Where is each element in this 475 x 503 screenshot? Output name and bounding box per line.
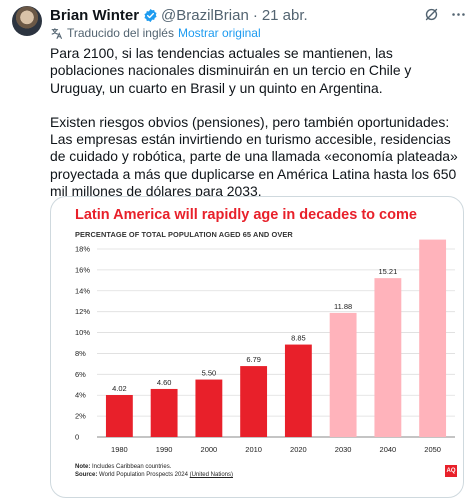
tweet-time[interactable]: 21 abr. [261, 6, 308, 24]
tweet-text: Para 2100, si las tendencias actuales se… [50, 45, 464, 200]
data-label: 6.79 [246, 355, 261, 364]
data-label: 5.50 [202, 369, 217, 378]
x-tick-label: 2050 [424, 445, 441, 454]
data-label: 4.02 [112, 384, 127, 393]
translated-label: Traducido del inglés [67, 26, 174, 40]
y-tick-label: 6% [75, 370, 86, 379]
grok-icon[interactable] [423, 6, 440, 23]
chart-notes: Note: Includes Caribbean countries. Sour… [75, 463, 233, 479]
source-label: Source: [75, 472, 98, 478]
bar-2050 [419, 239, 447, 437]
bar-chart: 0 2% 4% 6% 8% 10% 12% 14% 16% 18% 4.02 1980 4.60 1990… [75, 237, 455, 454]
x-tick-label: 1990 [156, 445, 173, 454]
x-tick-label: 2040 [380, 445, 397, 454]
y-tick-label: 12% [75, 307, 90, 316]
source-text: World Population Prospects 2024 [99, 472, 188, 478]
author-name[interactable]: Brian Winter [50, 6, 140, 24]
data-label: 4.60 [157, 378, 172, 387]
y-tick-label: 8% [75, 349, 86, 358]
source-link: (United Nations) [189, 472, 233, 478]
data-label: 15.21 [378, 267, 397, 276]
translation-notice: Traducido del inglés Mostrar original [50, 26, 261, 40]
y-tick-label: 14% [75, 286, 90, 295]
show-original-link[interactable]: Mostrar original [177, 26, 261, 40]
data-label: 11.88 [334, 302, 352, 311]
verified-badge-icon [144, 8, 157, 22]
data-label: 18.90 [423, 237, 442, 238]
tweet-paragraph-1: Para 2100, si las tendencias actuales se… [50, 45, 412, 96]
separator-dot: · [252, 6, 258, 24]
bar-2000 [195, 379, 223, 437]
x-tick-label: 2000 [201, 445, 218, 454]
tweet-paragraph-2: Existen riesgos obvios (pensiones), pero… [50, 113, 458, 200]
y-tick-label: 0 [75, 433, 79, 442]
note-text: Includes Caribbean countries. [92, 464, 172, 470]
bar-1990 [150, 388, 178, 437]
bar-2020 [284, 344, 312, 437]
chart-title: Latin America will rapidly age in decade… [75, 207, 417, 223]
y-tick-label: 10% [75, 328, 90, 337]
x-tick-label: 2030 [335, 445, 352, 454]
chart-subtitle: PERCENTAGE OF TOTAL POPULATION AGED 65 A… [75, 230, 293, 239]
x-tick-label: 1980 [111, 445, 128, 454]
y-tick-label: 16% [75, 265, 90, 274]
bar-1980 [105, 395, 133, 437]
x-tick-label: 2020 [290, 445, 307, 454]
y-tick-label: 18% [75, 245, 90, 254]
avatar[interactable] [12, 6, 42, 36]
bar-2030 [329, 312, 357, 437]
more-icon[interactable] [450, 6, 467, 23]
data-label: 8.85 [291, 334, 306, 343]
aq-logo: AQ [445, 465, 457, 477]
y-tick-label: 2% [75, 412, 86, 421]
chart-image-card[interactable]: Latin America will rapidly age in decade… [50, 196, 464, 498]
bar-2010 [240, 366, 268, 437]
y-tick-label: 4% [75, 391, 86, 400]
author-handle[interactable]: @BrazilBrian [161, 6, 249, 24]
x-tick-label: 2010 [245, 445, 262, 454]
bar-2040 [374, 278, 402, 437]
translate-icon [51, 27, 62, 39]
note-label: Note: [75, 464, 91, 470]
tweet-header: Brian Winter @BrazilBrian · 21 abr. [50, 6, 467, 24]
